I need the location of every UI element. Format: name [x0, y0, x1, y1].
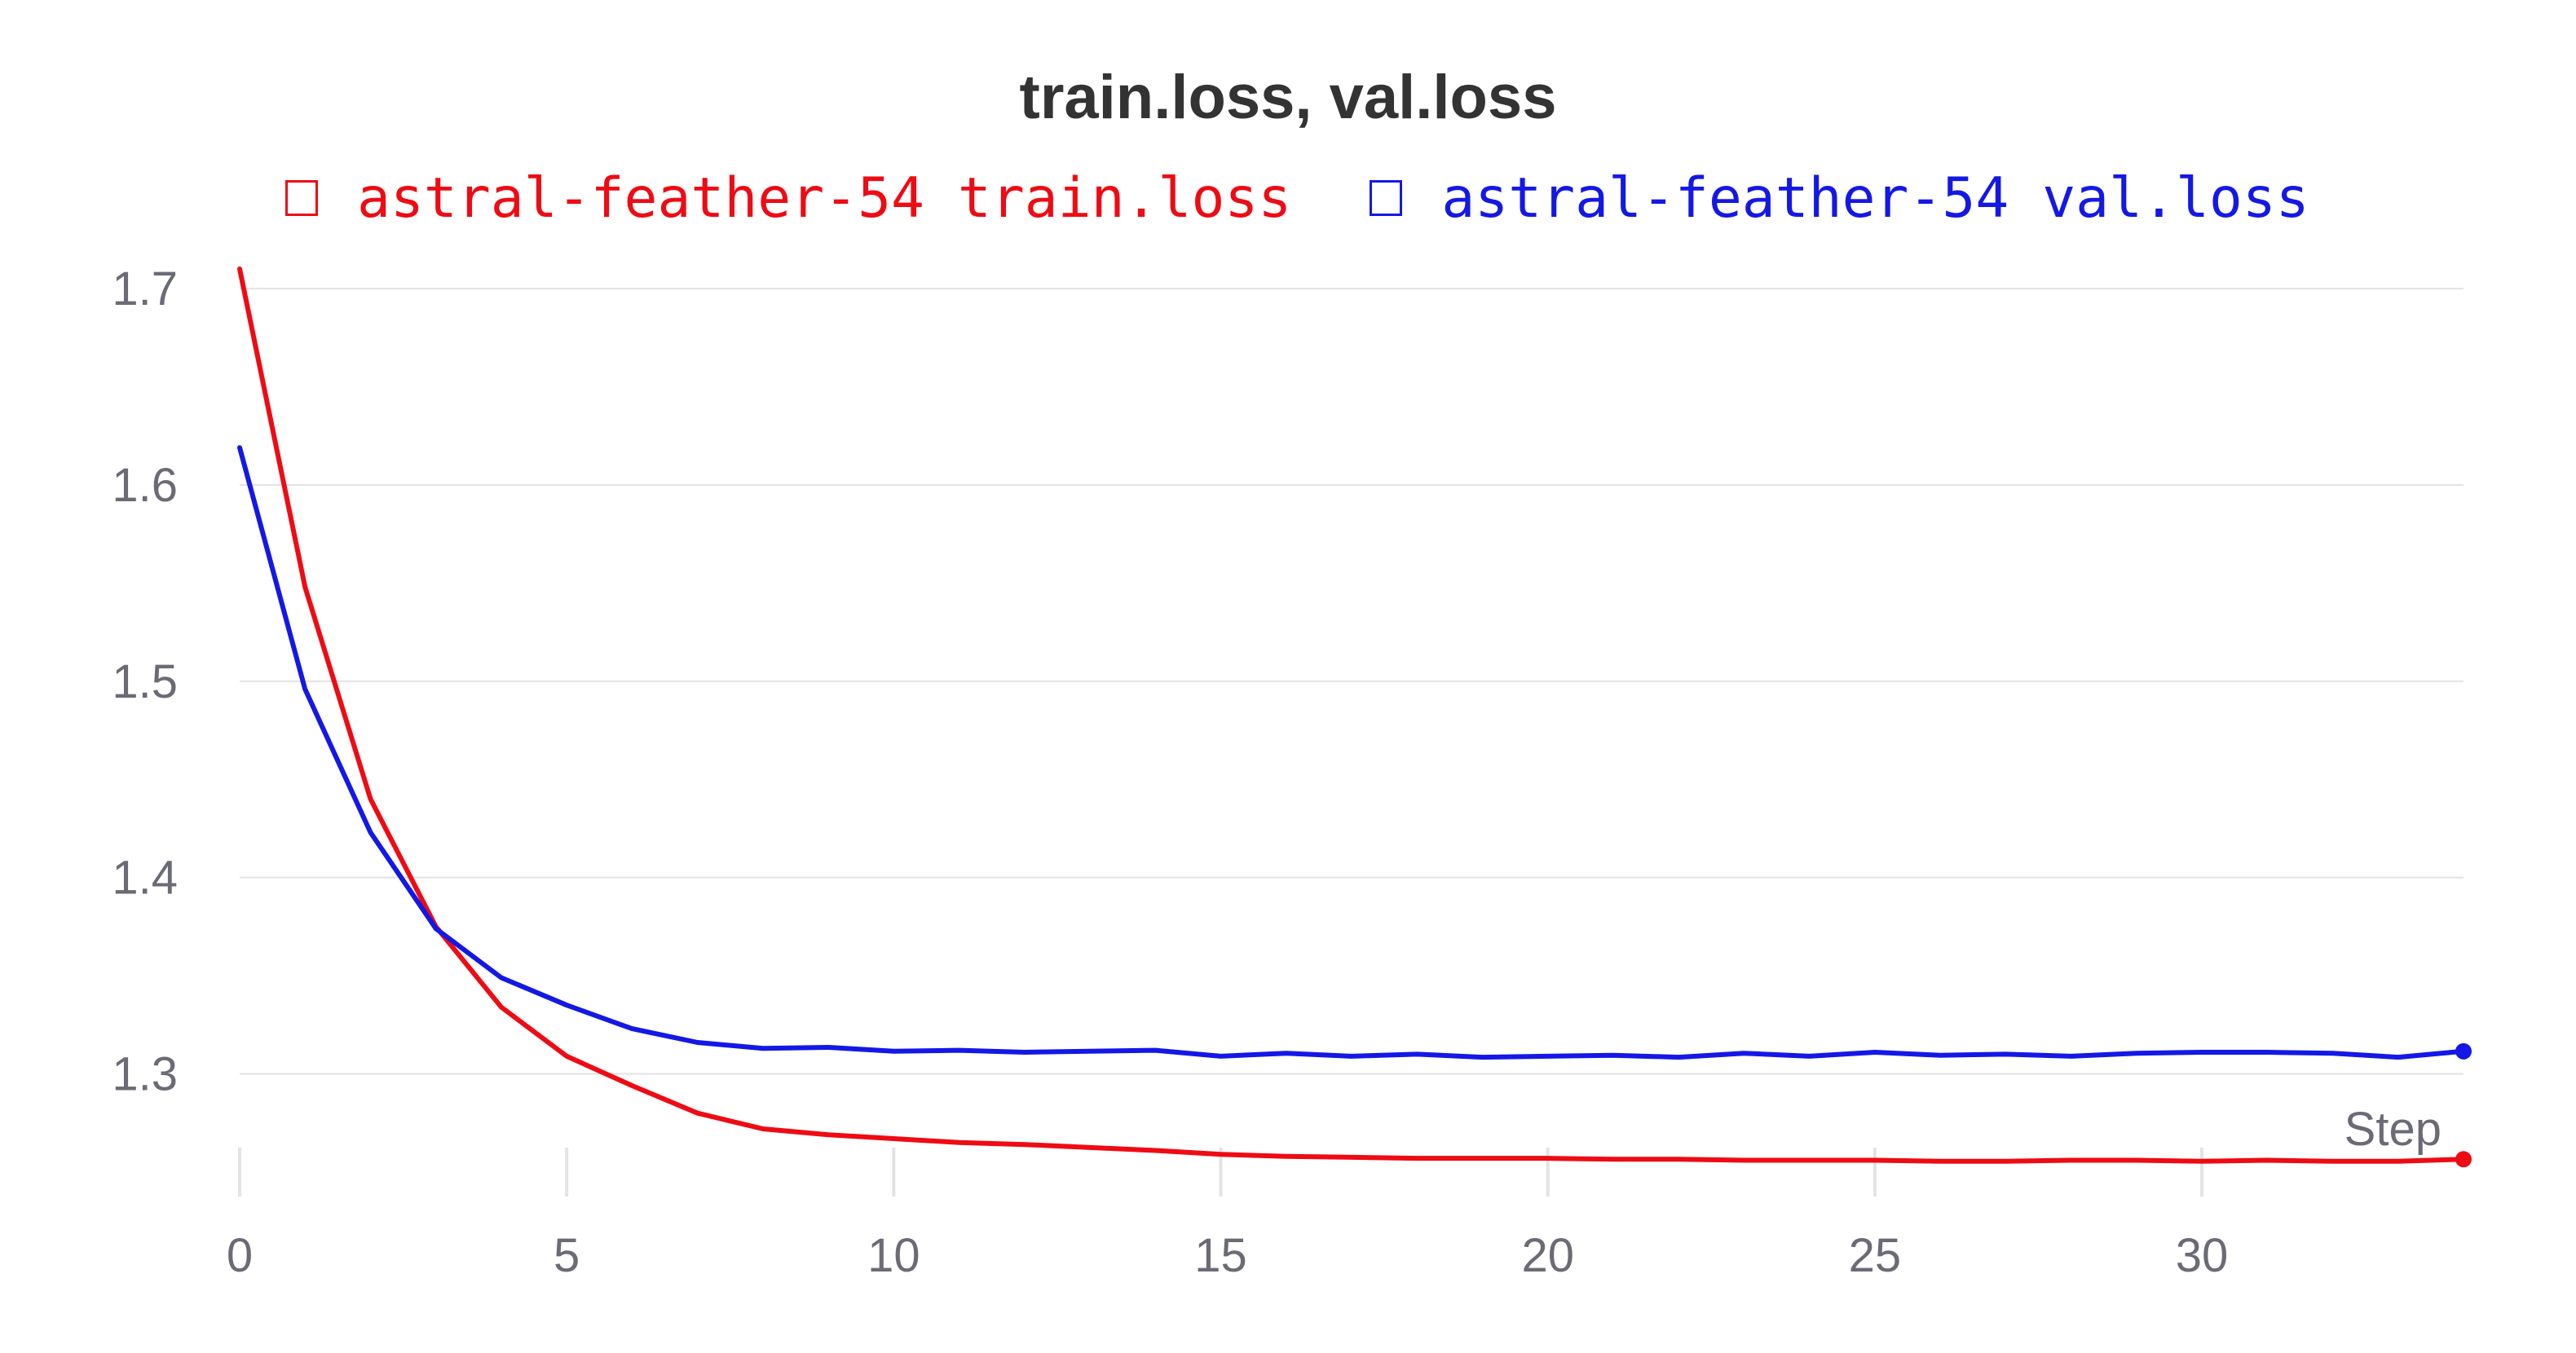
chart-title: train.loss, val.loss — [1019, 63, 1557, 132]
legend-item-train-loss[interactable]: astral-feather-54 train.loss — [285, 166, 1291, 231]
y-tick-label: 1.5 — [112, 655, 178, 708]
legend-label-val-loss: astral-feather-54 val.loss — [1441, 165, 2309, 231]
y-tick-label: 1.7 — [112, 262, 178, 315]
x-axis-label: Step — [2344, 1103, 2441, 1156]
x-tick-label: 25 — [1849, 1229, 1902, 1282]
y-tick-label: 1.4 — [112, 852, 178, 905]
series-end-point-0 — [2455, 1151, 2472, 1168]
series-lines — [237, 267, 2472, 1168]
series-line-1 — [237, 445, 2466, 1060]
legend-label-train-loss: astral-feather-54 train.loss — [357, 165, 1292, 231]
x-tick-label: 15 — [1194, 1229, 1247, 1282]
x-tick-label: 20 — [1521, 1229, 1574, 1282]
legend-swatch-val-icon — [1370, 180, 1403, 216]
x-axis-ticks: 0 5 10 15 20 25 30 — [227, 1148, 2228, 1282]
series-end-point-1 — [2455, 1042, 2472, 1060]
y-axis-ticks: 1.3 1.4 1.5 1.6 1.7 — [112, 262, 178, 1100]
x-tick-label: 30 — [2176, 1229, 2229, 1282]
series-line-0 — [237, 267, 2466, 1164]
x-tick-label: 0 — [227, 1229, 253, 1282]
x-tick-label: 10 — [867, 1229, 920, 1282]
legend-item-val-loss[interactable]: astral-feather-54 val.loss — [1370, 166, 2309, 231]
x-tick-label: 5 — [554, 1229, 580, 1282]
gridlines — [240, 288, 2464, 1075]
legend-swatch-train-icon — [285, 180, 318, 216]
y-tick-label: 1.6 — [112, 459, 178, 512]
legend: astral-feather-54 train.loss astral-feat… — [285, 163, 2388, 233]
y-tick-label: 1.3 — [112, 1048, 178, 1101]
